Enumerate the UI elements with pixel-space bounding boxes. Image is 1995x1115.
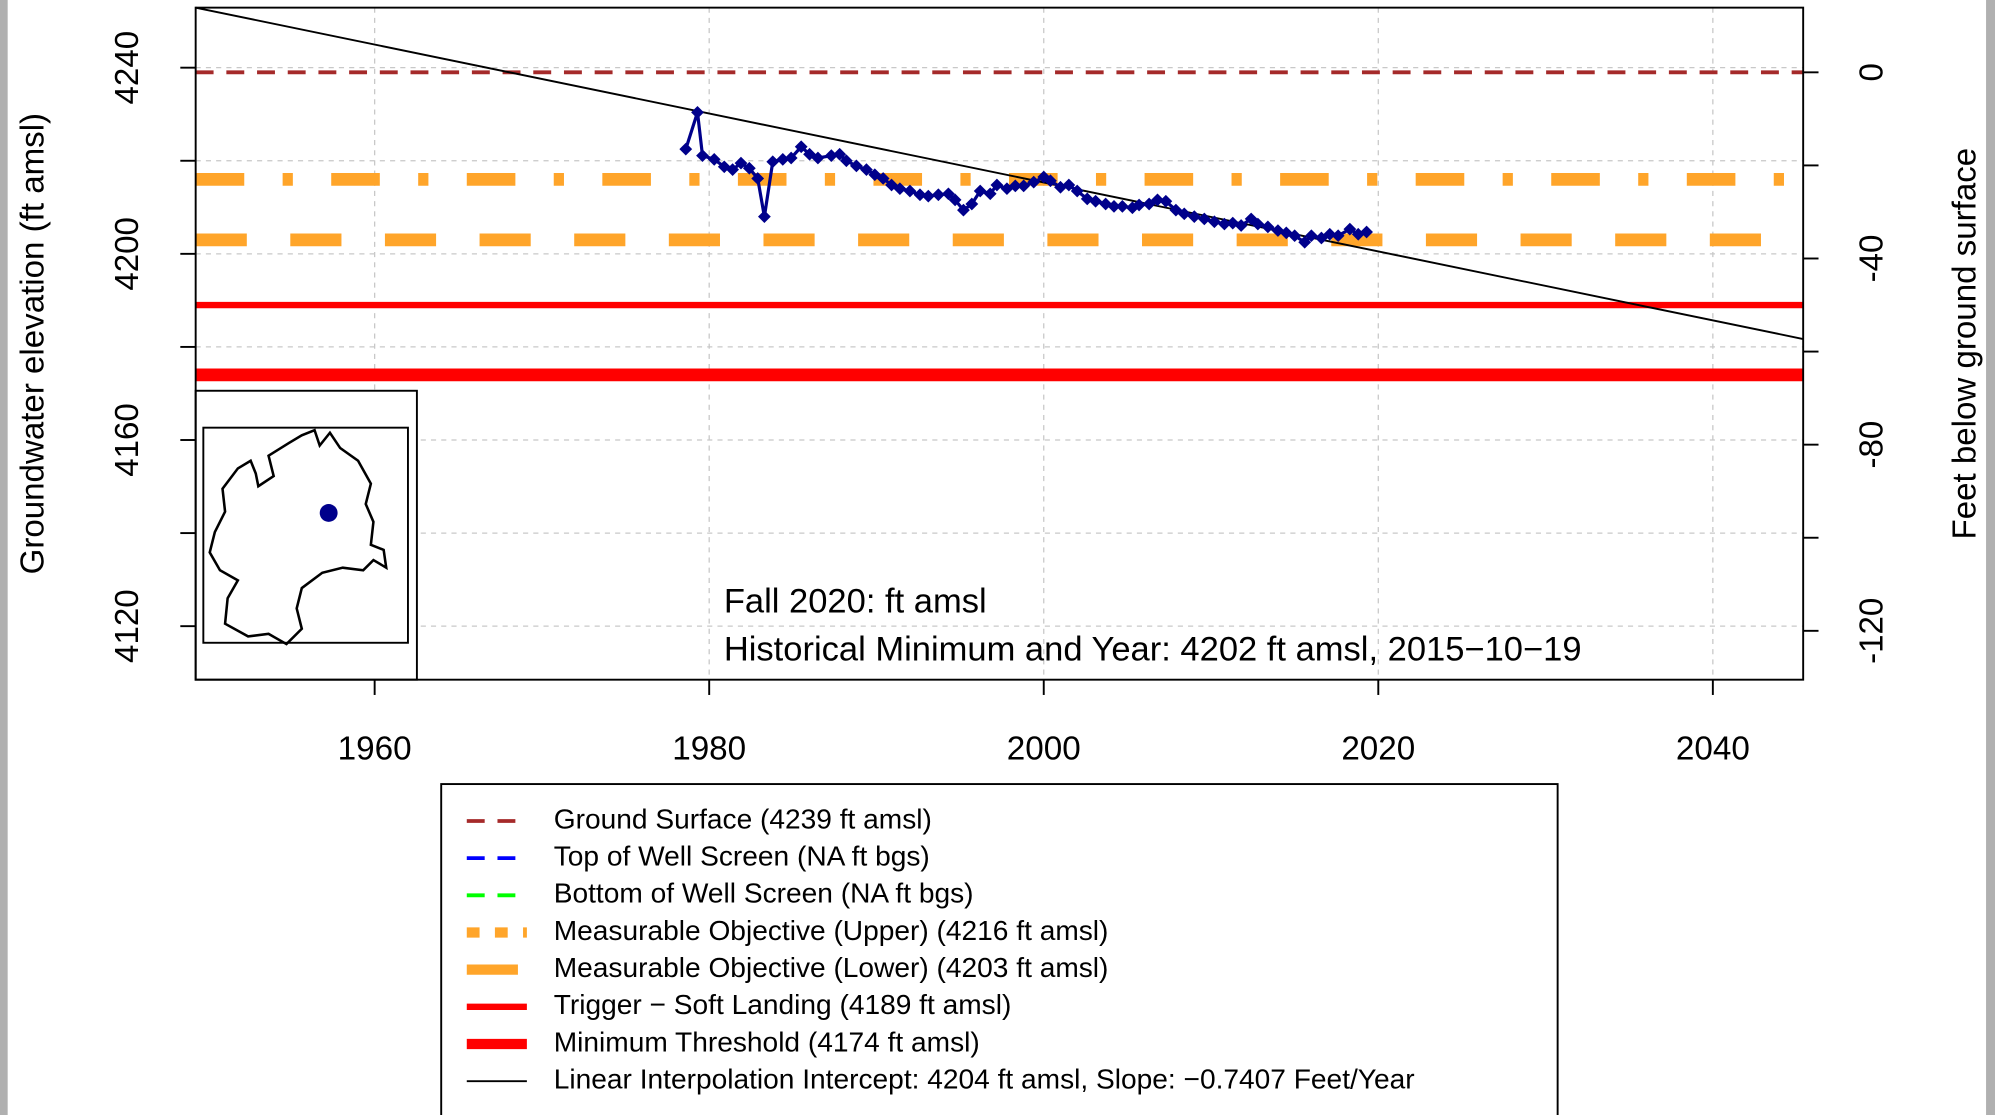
data-point [893,182,907,196]
data-point [965,197,979,211]
data-point [679,142,693,156]
legend-label: Minimum Threshold (4174 ft amsl) [554,1026,980,1057]
y2-tick-label: -120 [1853,598,1890,664]
x-tick-label: 2040 [1676,731,1750,768]
grid [195,7,1804,680]
data-point [1107,200,1121,213]
legend-label: Trigger − Soft Landing (4189 ft amsl) [554,989,1012,1020]
window-border [1986,0,1995,1115]
plot-frame [194,6,1805,681]
data-point [1151,193,1164,207]
data-layer [679,105,1373,249]
data-point [691,105,704,119]
data-point [903,184,917,198]
data-point [766,155,780,169]
data-point [776,152,790,166]
basin-outline [208,428,388,646]
data-point [860,163,873,176]
data-point [1343,222,1357,236]
data-point [1017,179,1031,193]
data-point [824,149,838,163]
y-tick-label: 4120 [109,589,146,663]
data-point [1062,178,1076,192]
trend-line [195,6,1804,340]
data-point [913,188,927,202]
annotation: Historical Minimum and Year: 4202 ft ams… [724,631,1582,669]
data-point [707,152,721,166]
inset-box [202,426,409,644]
data-point [931,188,945,202]
data-point [1261,220,1275,234]
data-point [1197,212,1211,226]
data-point [1288,229,1302,243]
data-point [784,151,798,165]
data-point [1298,235,1312,249]
data-point [1089,194,1102,208]
y-tick-label: 4160 [109,403,146,477]
y2-tick-label: 0 [1853,63,1890,81]
data-point [1251,217,1265,231]
data-point [1115,200,1129,213]
data-point [839,154,853,168]
legend-label: Top of Well Screen (NA ft bgs) [554,841,930,872]
data-point [957,203,970,217]
y2-tick-label: -80 [1853,421,1890,469]
y-axis-label: Groundwater elevation (ft amsl) [14,113,51,574]
data-point [921,189,935,203]
window-border [0,0,8,1115]
data-point [811,151,825,165]
data-point [1331,229,1345,243]
data-point [990,178,1004,192]
legend-box [440,783,1559,1115]
legend-label: Measurable Objective (Lower) (4203 ft am… [554,952,1109,983]
data-point [1218,217,1231,231]
data-point [1187,210,1201,223]
data-point [726,163,740,176]
well-location [319,504,338,522]
data-point [876,172,890,185]
data-point [1177,207,1191,221]
y2-axis-label: Feet below ground surface [1947,148,1984,540]
legend-label: Ground Surface (4239 ft amsl) [554,803,932,834]
data-point [751,172,765,185]
inset-map [194,389,418,681]
data-point [1008,179,1022,193]
data-point [1132,198,1146,212]
annotation: Fall 2020: ft amsl [724,582,987,620]
data-point [1323,227,1337,241]
legend-label: Linear Interpolation Intercept: 4204 ft … [554,1064,1415,1095]
y-tick-label: 4200 [109,217,146,291]
legend-label: Bottom of Well Screen (NA ft bgs) [554,878,974,909]
data-point [1234,219,1248,232]
x-tick-label: 1960 [338,731,412,768]
data-point [1159,194,1173,208]
x-tick-label: 2020 [1341,731,1415,768]
data-point [973,184,987,198]
x-tick-label: 1980 [672,731,746,768]
data-point [1027,175,1041,189]
data-point [742,161,756,175]
data-point [1304,229,1318,243]
data-point [850,159,863,173]
reference-lines [195,6,1804,382]
data-point [1070,184,1084,198]
data-point [983,187,997,201]
data-point [948,193,962,207]
data-point [1044,174,1057,188]
data-point [1207,215,1221,229]
x-tick-label: 2000 [1007,731,1081,768]
data-point [758,210,771,223]
data-point [696,149,709,163]
y2-tick-label: -40 [1853,235,1890,283]
data-point [1360,225,1373,239]
legend: Ground Surface (4239 ft amsl) Top of Well… [466,803,1415,1095]
y-tick-label: 4240 [109,31,146,105]
legend-label: Measurable Objective (Upper) (4216 ft am… [554,915,1109,946]
